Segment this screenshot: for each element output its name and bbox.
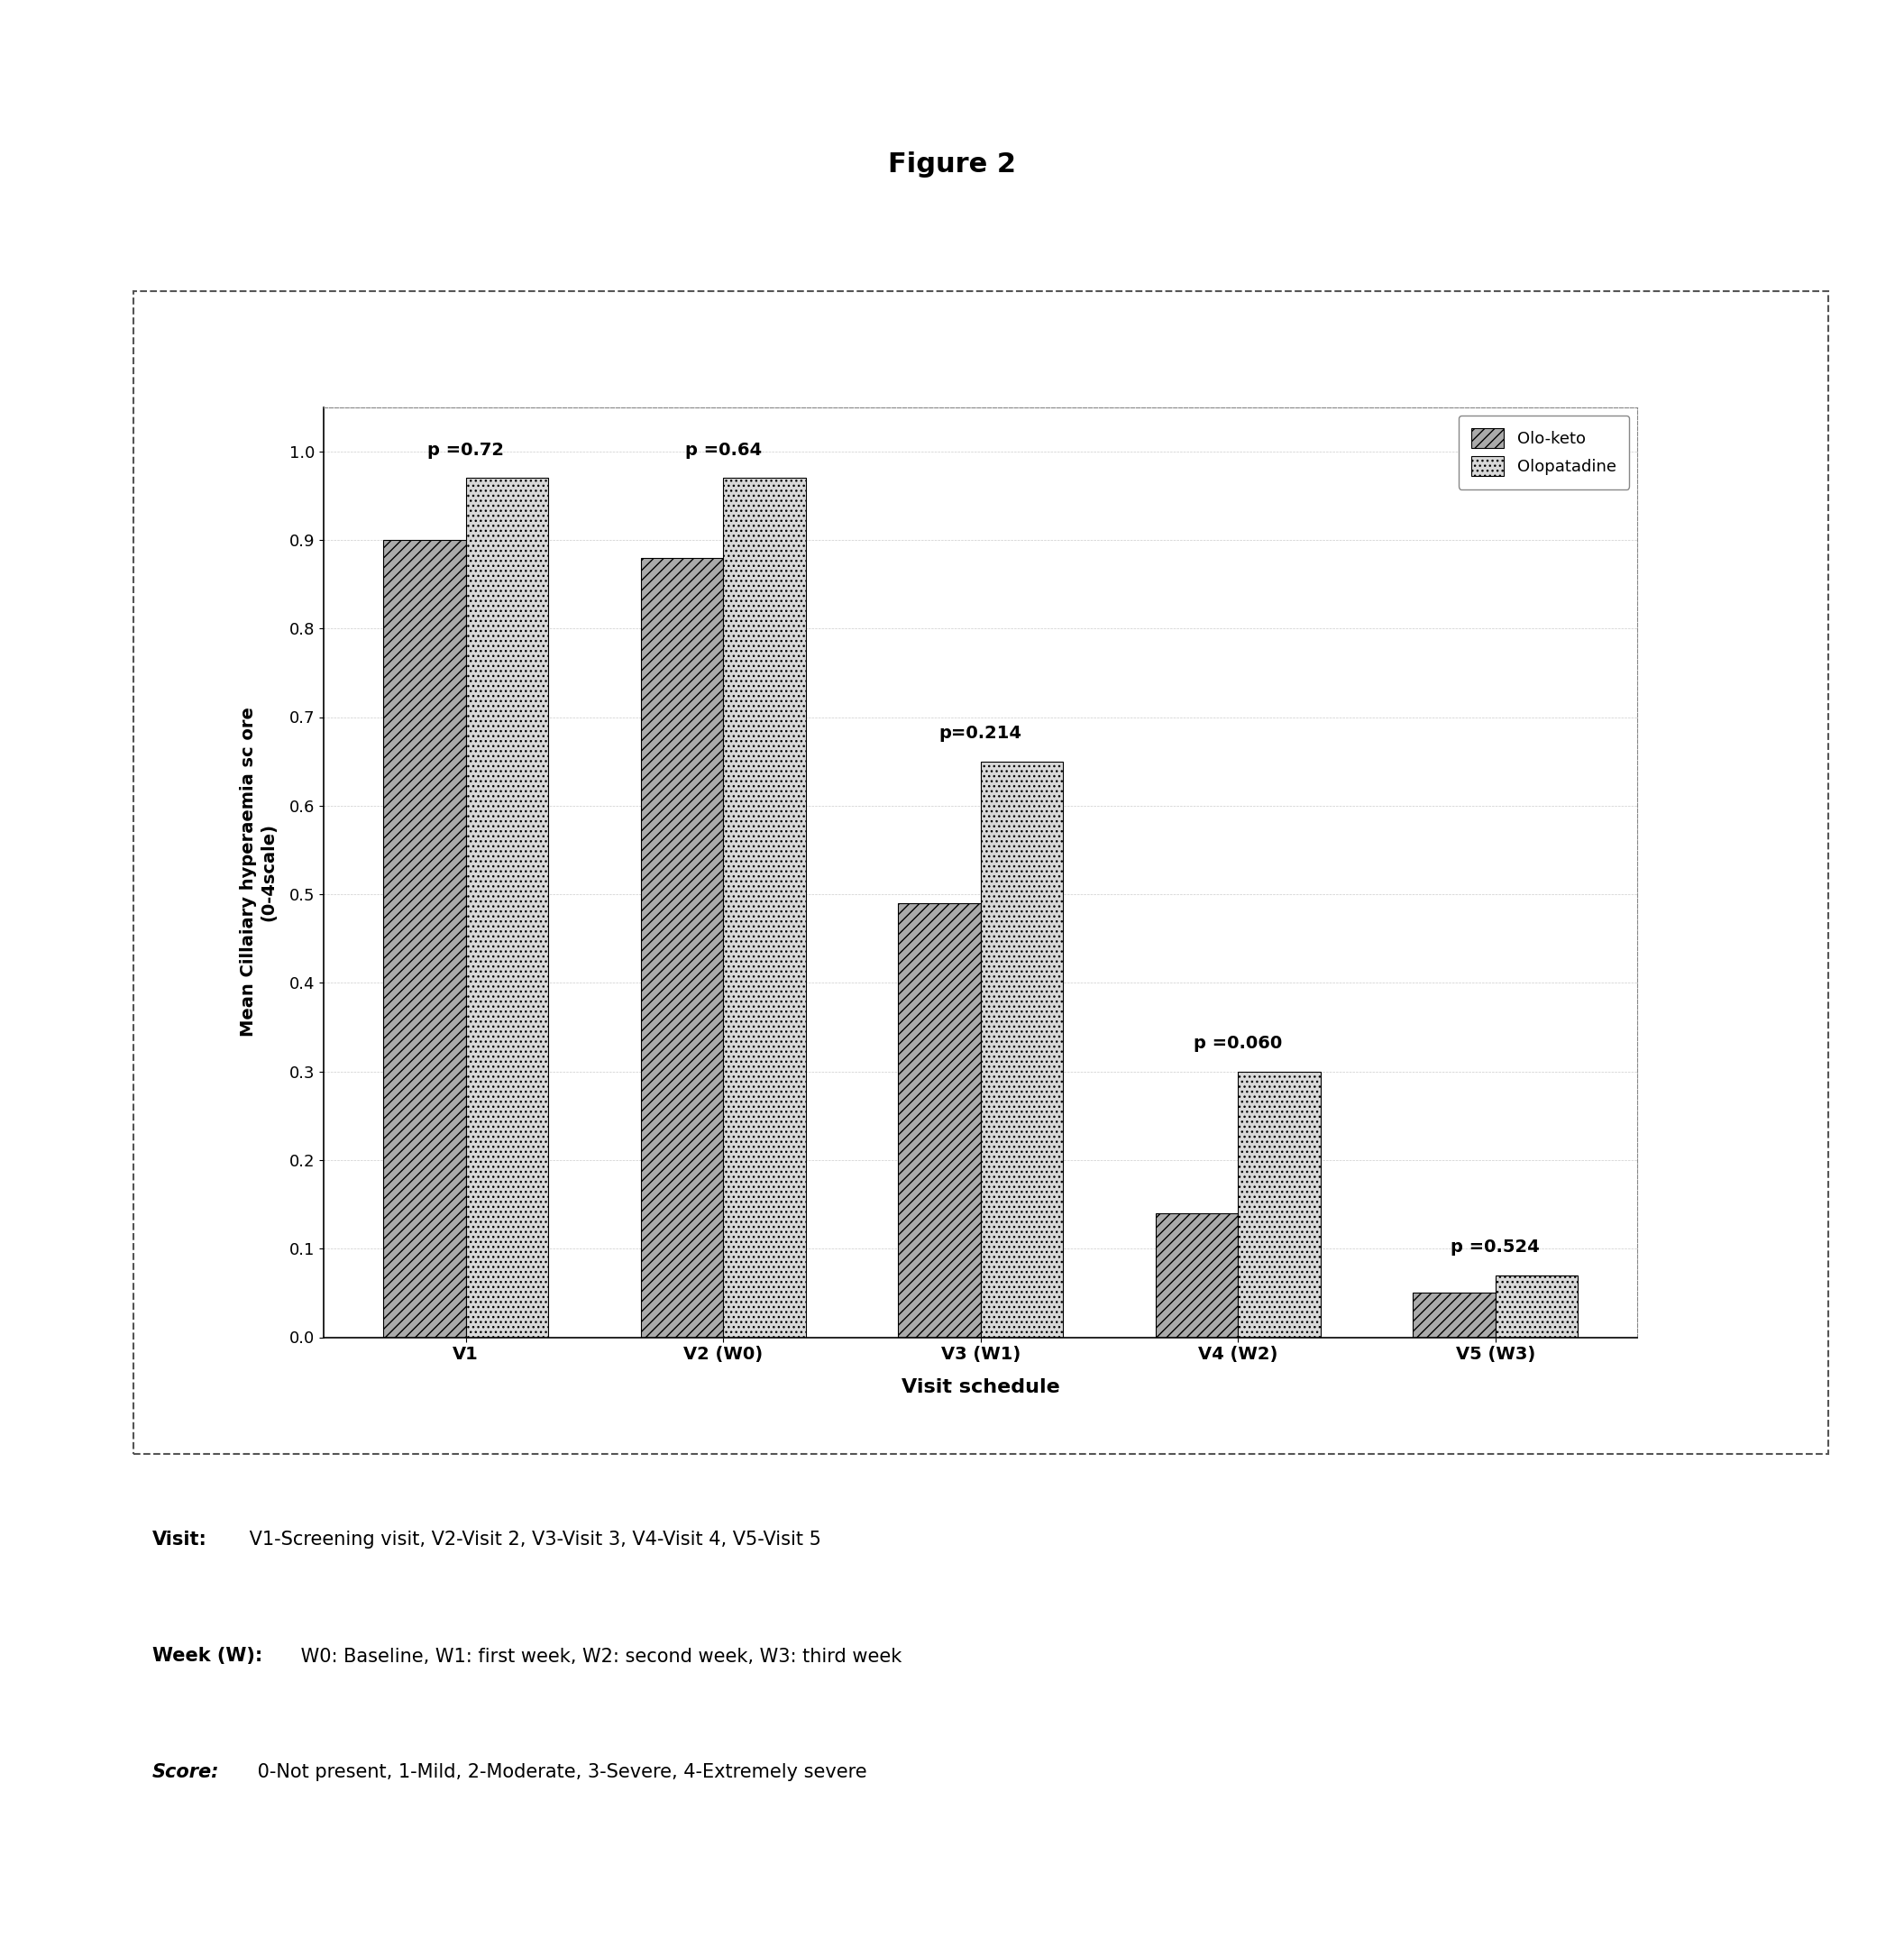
Bar <box>981 762 1062 1337</box>
Bar <box>1156 1213 1238 1337</box>
Bar <box>1413 1293 1495 1337</box>
Text: p=0.214: p=0.214 <box>939 725 1022 742</box>
Y-axis label: Mean Cillaiary hyperaemia sc ore
(0-4scale): Mean Cillaiary hyperaemia sc ore (0-4sca… <box>240 707 276 1037</box>
Bar <box>1495 1275 1578 1337</box>
Text: p =0.72: p =0.72 <box>428 442 505 459</box>
X-axis label: Visit schedule: Visit schedule <box>901 1378 1061 1395</box>
Legend: Olo-keto, Olopatadine: Olo-keto, Olopatadine <box>1458 415 1630 488</box>
Bar <box>642 558 724 1337</box>
Text: Figure 2: Figure 2 <box>887 151 1017 178</box>
Text: p =0.060: p =0.060 <box>1194 1035 1281 1052</box>
Bar <box>466 479 548 1337</box>
Bar <box>383 541 466 1337</box>
Bar <box>899 903 981 1337</box>
Text: Score:: Score: <box>152 1764 219 1781</box>
Text: p =0.64: p =0.64 <box>685 442 762 459</box>
Text: 0-Not present, 1-Mild, 2-Moderate, 3-Severe, 4-Extremely severe: 0-Not present, 1-Mild, 2-Moderate, 3-Sev… <box>251 1764 866 1781</box>
Text: Week (W):: Week (W): <box>152 1647 263 1665</box>
Text: Visit:: Visit: <box>152 1531 208 1548</box>
Bar <box>1238 1072 1319 1337</box>
Bar <box>724 479 805 1337</box>
Text: p =0.524: p =0.524 <box>1451 1238 1540 1256</box>
Text: W0: Baseline, W1: first week, W2: second week, W3: third week: W0: Baseline, W1: first week, W2: second… <box>295 1647 902 1665</box>
Text: V1-Screening visit, V2-Visit 2, V3-Visit 3, V4-Visit 4, V5-Visit 5: V1-Screening visit, V2-Visit 2, V3-Visit… <box>244 1531 821 1548</box>
